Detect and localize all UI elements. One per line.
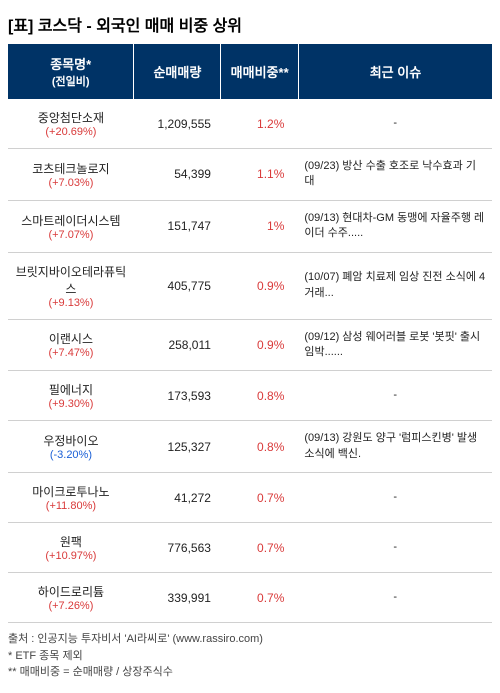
header-name: 종목명* (전일비) <box>8 44 134 99</box>
stock-change: (+20.69%) <box>14 126 128 138</box>
header-row: 종목명* (전일비) 순매매량 매매비중** 최근 이슈 <box>8 44 492 99</box>
cell-ratio: 0.7% <box>221 523 298 573</box>
cell-issue: - <box>298 523 492 573</box>
stock-name: 코츠테크놀로지 <box>14 160 128 177</box>
stock-change: (+11.80%) <box>14 500 128 512</box>
header-name-l2: (전일비) <box>52 76 90 88</box>
stock-name: 브릿지바이오테라퓨틱스 <box>14 263 128 297</box>
stock-change: (+7.03%) <box>14 177 128 189</box>
stock-change: (+10.97%) <box>14 550 128 562</box>
cell-issue: (09/13) 강원도 양구 '럼피스킨병' 발생 소식에 백신. <box>298 421 492 473</box>
stock-change: (+9.13%) <box>14 297 128 309</box>
table-row: 필에너지(+9.30%)173,5930.8%- <box>8 371 492 421</box>
ratio-value: 0.7% <box>257 541 284 555</box>
stock-name: 하이드로리튬 <box>14 583 128 600</box>
cell-volume: 776,563 <box>134 523 221 573</box>
cell-ratio: 0.8% <box>221 371 298 421</box>
cell-name: 필에너지(+9.30%) <box>8 371 134 421</box>
cell-ratio: 0.7% <box>221 473 298 523</box>
table-row: 스마트레이더시스템(+7.07%)151,7471%(09/13) 현대차-GM… <box>8 200 492 252</box>
stock-name: 중앙첨단소재 <box>14 109 128 126</box>
ratio-value: 1.1% <box>257 167 284 181</box>
cell-name: 스마트레이더시스템(+7.07%) <box>8 200 134 252</box>
cell-volume: 41,272 <box>134 473 221 523</box>
cell-name: 우정바이오(-3.20%) <box>8 421 134 473</box>
cell-name: 원팩(+10.97%) <box>8 523 134 573</box>
cell-volume: 173,593 <box>134 371 221 421</box>
table-title: [표] 코스닥 - 외국인 매매 비중 상위 <box>8 12 492 44</box>
cell-volume: 54,399 <box>134 149 221 201</box>
footer-source: 출처 : 인공지능 투자비서 'AI라씨로' (www.rassiro.com) <box>8 631 492 648</box>
header-ratio: 매매비중** <box>221 44 298 99</box>
cell-issue: (10/07) 폐암 치료제 임상 진전 소식에 4거래... <box>298 252 492 319</box>
cell-volume: 258,011 <box>134 319 221 371</box>
cell-ratio: 1.2% <box>221 99 298 149</box>
ratio-value: 1.2% <box>257 117 284 131</box>
cell-name: 마이크로투나노(+11.80%) <box>8 473 134 523</box>
cell-ratio: 0.9% <box>221 319 298 371</box>
cell-volume: 405,775 <box>134 252 221 319</box>
cell-volume: 125,327 <box>134 421 221 473</box>
cell-volume: 151,747 <box>134 200 221 252</box>
cell-ratio: 0.9% <box>221 252 298 319</box>
cell-issue: - <box>298 371 492 421</box>
cell-name: 하이드로리튬(+7.26%) <box>8 573 134 623</box>
header-volume: 순매매량 <box>134 44 221 99</box>
cell-issue: (09/23) 방산 수출 호조로 낙수효과 기대 <box>298 149 492 201</box>
footer: 출처 : 인공지능 투자비서 'AI라씨로' (www.rassiro.com)… <box>8 623 492 681</box>
cell-issue: - <box>298 573 492 623</box>
table-row: 하이드로리튬(+7.26%)339,9910.7%- <box>8 573 492 623</box>
ratio-value: 1% <box>267 219 284 233</box>
ratio-value: 0.9% <box>257 338 284 352</box>
stock-name: 스마트레이더시스템 <box>14 212 128 229</box>
stock-change: (-3.20%) <box>14 449 128 461</box>
stock-change: (+7.47%) <box>14 347 128 359</box>
cell-ratio: 0.8% <box>221 421 298 473</box>
ratio-value: 0.7% <box>257 591 284 605</box>
stock-change: (+7.07%) <box>14 229 128 241</box>
stock-name: 우정바이오 <box>14 432 128 449</box>
table-row: 우정바이오(-3.20%)125,3270.8%(09/13) 강원도 양구 '… <box>8 421 492 473</box>
cell-ratio: 1% <box>221 200 298 252</box>
cell-issue: - <box>298 473 492 523</box>
cell-issue: (09/12) 삼성 웨어러블 로봇 '봇핏' 출시 임박...... <box>298 319 492 371</box>
table-row: 코츠테크놀로지(+7.03%)54,3991.1%(09/23) 방산 수출 호… <box>8 149 492 201</box>
ratio-value: 0.9% <box>257 279 284 293</box>
stock-name: 마이크로투나노 <box>14 483 128 500</box>
stock-change: (+7.26%) <box>14 600 128 612</box>
cell-name: 브릿지바이오테라퓨틱스(+9.13%) <box>8 252 134 319</box>
stock-name: 필에너지 <box>14 381 128 398</box>
cell-name: 중앙첨단소재(+20.69%) <box>8 99 134 149</box>
cell-ratio: 0.7% <box>221 573 298 623</box>
footer-note2: ** 매매비중 = 순매매량 / 상장주식수 <box>8 664 492 681</box>
stock-table: 종목명* (전일비) 순매매량 매매비중** 최근 이슈 중앙첨단소재(+20.… <box>8 44 492 623</box>
cell-name: 이랜시스(+7.47%) <box>8 319 134 371</box>
cell-ratio: 1.1% <box>221 149 298 201</box>
stock-name: 이랜시스 <box>14 330 128 347</box>
footer-note1: * ETF 종목 제외 <box>8 648 492 665</box>
ratio-value: 0.7% <box>257 491 284 505</box>
ratio-value: 0.8% <box>257 389 284 403</box>
stock-change: (+9.30%) <box>14 398 128 410</box>
table-row: 원팩(+10.97%)776,5630.7%- <box>8 523 492 573</box>
cell-volume: 339,991 <box>134 573 221 623</box>
stock-name: 원팩 <box>14 533 128 550</box>
cell-issue: - <box>298 99 492 149</box>
cell-volume: 1,209,555 <box>134 99 221 149</box>
table-row: 이랜시스(+7.47%)258,0110.9%(09/12) 삼성 웨어러블 로… <box>8 319 492 371</box>
cell-issue: (09/13) 현대차-GM 동맹에 자율주행 레이더 수주..... <box>298 200 492 252</box>
table-row: 브릿지바이오테라퓨틱스(+9.13%)405,7750.9%(10/07) 폐암… <box>8 252 492 319</box>
ratio-value: 0.8% <box>257 440 284 454</box>
header-issue: 최근 이슈 <box>298 44 492 99</box>
header-name-l1: 종목명* <box>50 57 91 72</box>
table-row: 중앙첨단소재(+20.69%)1,209,5551.2%- <box>8 99 492 149</box>
table-row: 마이크로투나노(+11.80%)41,2720.7%- <box>8 473 492 523</box>
cell-name: 코츠테크놀로지(+7.03%) <box>8 149 134 201</box>
